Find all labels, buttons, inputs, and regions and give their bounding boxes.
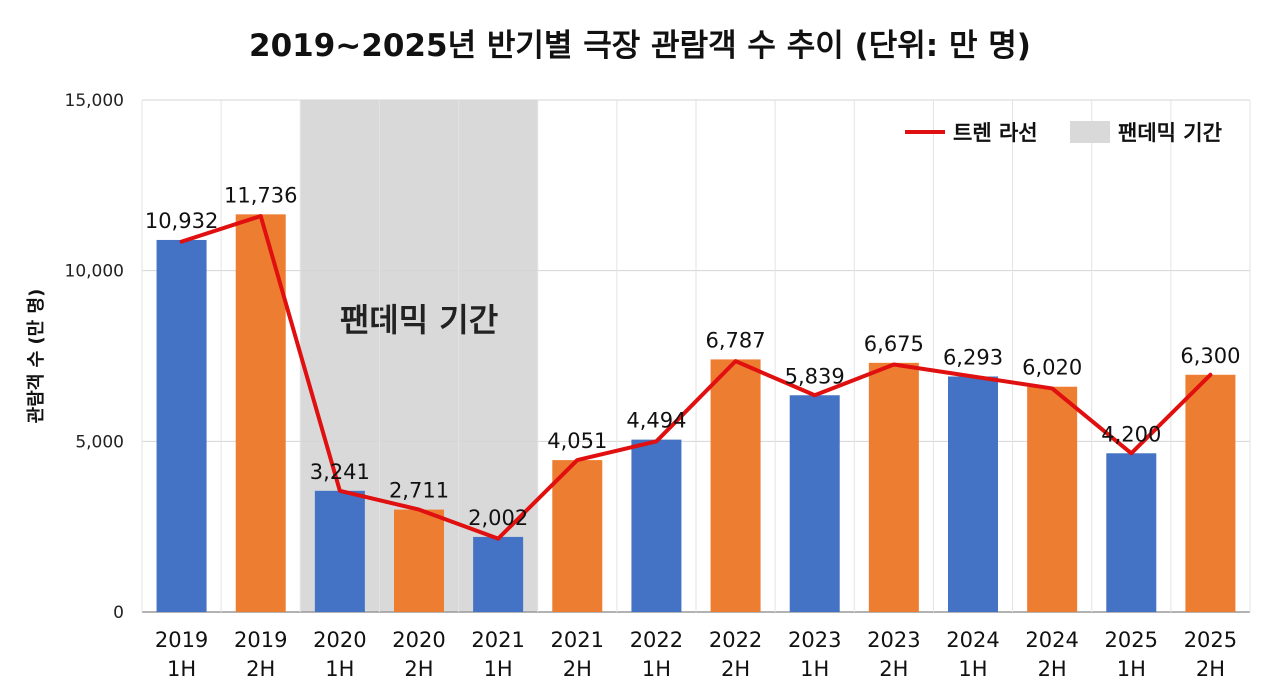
x-tick-label-year: 2020 [392,628,445,652]
data-label: 5,839 [785,364,845,388]
x-tick-label-half: 1H [642,657,671,681]
x-tick-label-year: 2021 [551,628,604,652]
x-tick-label-year: 2024 [1025,628,1078,652]
x-tick-label-half: 2H [1038,657,1067,681]
data-label: 4,051 [547,429,607,453]
chart-title: 2019~2025년 반기별 극장 관람객 수 추이 (단위: 만 명) [249,28,1031,64]
legend-shade-label: 팬데믹 기간 [1118,121,1222,145]
x-tick-label-year: 2019 [234,628,287,652]
x-tick-label-year: 2022 [630,628,683,652]
y-tick-label: 15,000 [65,91,124,111]
bar [1106,453,1157,612]
x-tick-label-year: 2025 [1105,628,1158,652]
data-label: 6,675 [864,332,924,356]
x-tick-label-year: 2024 [946,628,999,652]
bar [710,359,761,612]
x-tick-label-half: 1H [484,657,513,681]
bar [552,460,603,612]
x-tick-label-year: 2020 [313,628,366,652]
x-tick-label-half: 2H [721,657,750,681]
y-tick-label: 10,000 [65,262,124,282]
x-tick-label-year: 2023 [867,628,920,652]
data-label: 6,020 [1022,356,1082,380]
bar [948,376,998,612]
data-label: 11,736 [224,183,297,207]
x-tick-label-half: 1H [1117,657,1146,681]
x-tick-label-half: 1H [167,657,196,681]
x-tick-label-half: 1H [958,657,987,681]
data-label: 10,932 [145,209,218,233]
x-tick-label-year: 2023 [788,628,841,652]
bar [394,509,444,612]
pandemic-region-label: 팬데믹 기간 [340,301,498,339]
legend: 트렌 라선 팬데믹 기간 [905,121,1222,145]
x-tick-label-half: 2H [563,657,592,681]
x-tick-label-half: 2H [1196,657,1225,681]
x-tick-label-half: 1H [800,657,829,681]
data-label: 4,200 [1101,422,1161,446]
x-tick-label-half: 2H [246,657,275,681]
data-label: 6,787 [706,328,766,352]
legend-shade-swatch [1070,121,1110,143]
data-label: 2,002 [468,506,528,530]
bar [473,536,524,612]
data-label: 6,300 [1180,344,1240,368]
y-tick-label: 0 [113,603,124,623]
x-tick-label-year: 2021 [471,628,524,652]
data-label: 4,494 [626,409,686,433]
x-tick-label-half: 2H [879,657,908,681]
legend-trend-label: 트렌 라선 [953,121,1038,145]
bar [631,439,682,612]
x-tick-label-half: 2H [404,657,433,681]
bar [868,362,919,612]
y-tick-label: 5,000 [75,432,124,452]
bar [789,395,840,612]
data-label: 3,241 [310,460,370,484]
bar [156,239,207,613]
x-tick-label-half: 1H [325,657,354,681]
x-tick-label-year: 2019 [155,628,208,652]
data-label: 2,711 [389,479,449,503]
y-axis-label: 관람객 수 (만 명) [26,289,47,424]
bar [1185,374,1236,612]
bar [314,490,365,612]
bar [1027,386,1078,612]
data-label: 6,293 [943,345,1003,369]
x-tick-label-year: 2022 [709,628,762,652]
trend-line [179,214,1213,541]
x-tick-label-year: 2025 [1184,628,1237,652]
